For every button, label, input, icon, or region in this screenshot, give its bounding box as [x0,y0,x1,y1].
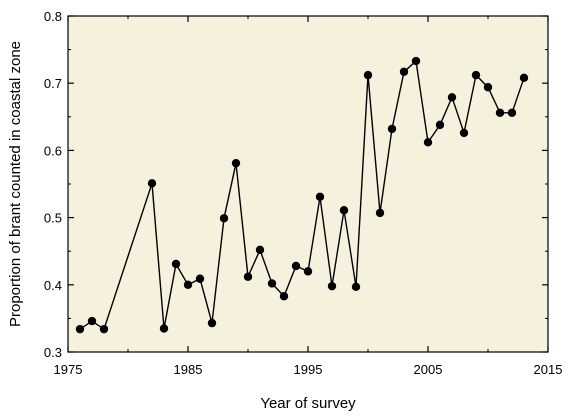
data-point [255,245,265,255]
x-axis-title: Year of survey [260,395,356,412]
data-point [243,272,253,281]
y-tick-label: 0.8 [44,9,62,24]
data-point [423,138,433,147]
data-point [339,206,349,215]
data-point [363,70,373,80]
data-point [375,208,385,218]
y-axis-title: Proportion of brant counted in coastal z… [7,41,24,327]
data-point [171,259,181,269]
data-point [303,267,313,276]
data-point [207,318,217,328]
x-tick-label: 1975 [54,362,83,377]
data-point [399,67,409,76]
x-tick-label: 2015 [534,362,563,377]
data-point [435,120,445,130]
data-point [471,70,481,80]
data-point [483,83,493,92]
data-point [183,280,193,289]
data-point [87,316,97,326]
data-point [159,324,169,333]
data-point [147,179,157,188]
plot-area [67,15,549,353]
data-point [387,124,397,134]
data-point [459,128,469,138]
data-points [75,56,529,334]
data-point [519,73,529,83]
x-tick-label: 1985 [174,362,203,377]
data-point [231,158,241,168]
data-point [99,324,109,334]
data-point [447,93,457,102]
x-tick-label: 1995 [294,362,323,377]
data-point [507,108,517,117]
y-tick-label: 0.4 [44,278,62,293]
y-tick-label: 0.7 [44,76,62,91]
data-point [495,108,505,117]
data-point [279,292,289,301]
data-point [195,274,205,283]
tick-labels: 0.3 0.4 0.5 0.6 0.7 0.8 1975 1985 1995 2005 2015 [44,9,563,377]
data-point [411,56,421,66]
y-tick-label: 0.5 [44,211,62,226]
data-point [75,324,85,334]
data-point [315,192,325,201]
y-tick-label: 0.6 [44,143,62,158]
tick-marks [67,15,549,353]
data-point [267,279,277,288]
data-point [291,261,301,271]
y-tick-label: 0.3 [44,345,62,360]
data-point [351,282,361,292]
x-tick-label: 2005 [414,362,443,377]
data-point [219,214,229,223]
data-point [327,281,337,291]
